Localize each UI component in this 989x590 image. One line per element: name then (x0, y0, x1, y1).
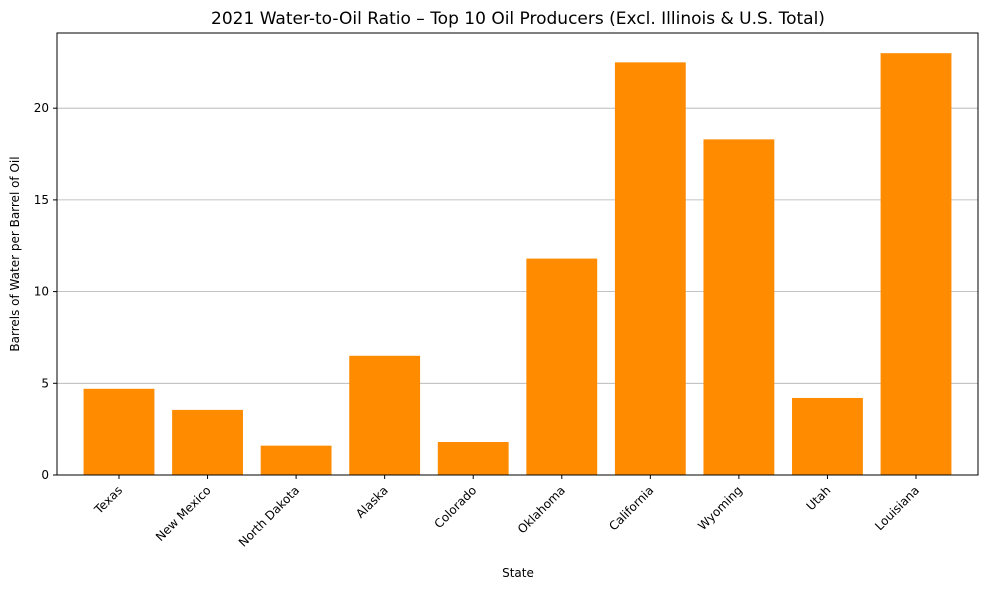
bar (172, 409, 243, 475)
x-tick-label: Utah (804, 483, 834, 513)
x-tick-label: California (606, 483, 656, 533)
bar (880, 53, 952, 475)
bar (703, 139, 775, 475)
y-axis-label: Barrels of Water per Barrel of Oil (8, 156, 22, 351)
x-tick-label: Louisiana (872, 483, 922, 533)
y-axis-ticks: 0 5 10 15 20 (34, 101, 57, 482)
plot-frame (56, 32, 979, 476)
bar (526, 258, 598, 475)
x-tick-label: North Dakota (236, 483, 302, 549)
bar (614, 62, 686, 476)
bar (437, 441, 509, 475)
y-tick-label: 10 (34, 285, 49, 299)
x-tick-label: Colorado (432, 483, 480, 531)
y-tick-label: 0 (41, 468, 49, 482)
y-tick-label: 20 (34, 101, 49, 115)
y-tick-label: 5 (41, 376, 49, 390)
x-tick-label: Wyoming (695, 483, 745, 533)
x-axis-label: State (502, 566, 534, 580)
bar (260, 445, 332, 475)
x-tick-label: Oklahoma (515, 483, 568, 536)
x-tick-label: Texas (91, 483, 125, 517)
bar (792, 397, 863, 475)
bar (83, 388, 155, 475)
x-axis-ticks: Texas New Mexico North Dakota Alaska Colorad… (91, 475, 922, 550)
bars (83, 53, 952, 476)
x-tick-label: New Mexico (153, 483, 214, 544)
x-tick-label: Alaska (353, 483, 391, 521)
chart-title: 2021 Water-to-Oil Ratio – Top 10 Oil Pro… (211, 9, 825, 29)
y-tick-label: 15 (34, 193, 49, 207)
bar (349, 355, 421, 475)
